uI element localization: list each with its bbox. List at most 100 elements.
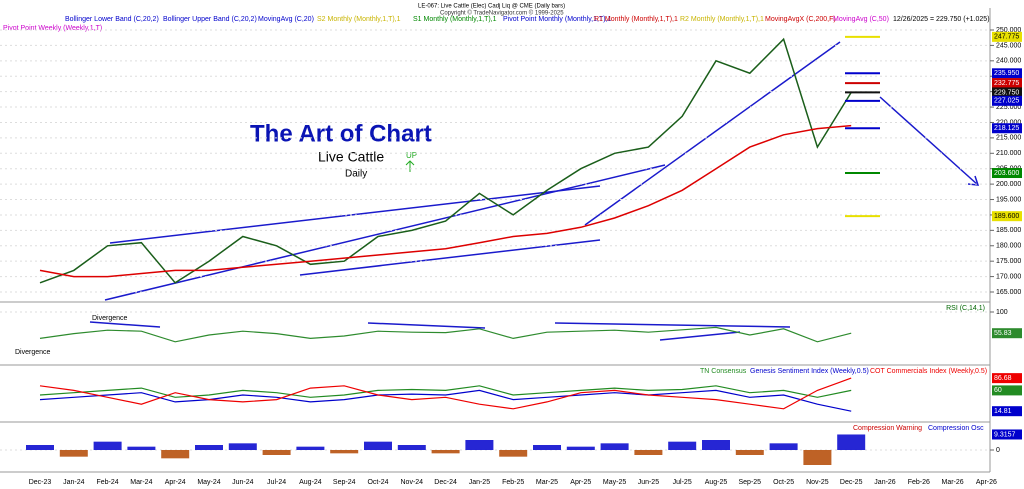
level-label: 227.025 bbox=[994, 98, 1019, 105]
legend-entry: R2 Monthly (Monthly,1,T),1 bbox=[680, 16, 764, 23]
bar bbox=[431, 450, 460, 454]
value-box-label: 14.81 bbox=[994, 408, 1012, 415]
bar bbox=[566, 446, 595, 450]
x-tick-label: Sep-24 bbox=[333, 479, 356, 486]
x-tick-label: Nov-24 bbox=[401, 479, 424, 486]
timeframe: Daily bbox=[345, 169, 367, 180]
x-tick-label: May-24 bbox=[197, 479, 220, 486]
bar bbox=[59, 450, 88, 457]
value-box-label: 55.83 bbox=[994, 330, 1012, 337]
series-line bbox=[39, 389, 852, 412]
bar bbox=[668, 441, 697, 450]
bar bbox=[837, 434, 866, 450]
value-box bbox=[992, 406, 1022, 417]
y-tick-label: 250.000 bbox=[996, 27, 1021, 34]
series-line bbox=[39, 377, 852, 410]
level-box bbox=[992, 78, 1022, 89]
value-box-label: 60 bbox=[994, 387, 1002, 394]
y-tick-label: 175.000 bbox=[996, 258, 1021, 265]
legend-entry: S2 Monthly (Monthly,1,T),1 bbox=[317, 16, 401, 23]
bar bbox=[330, 450, 359, 454]
legend-entry: MovingAvgX (C,200,F) bbox=[765, 16, 836, 23]
bar bbox=[364, 441, 392, 450]
panel-title: RSI (C,14,1) bbox=[946, 305, 985, 312]
y-tick-label: 195.000 bbox=[996, 196, 1021, 203]
series-line bbox=[39, 124, 852, 278]
y-tick-label: 220.000 bbox=[996, 119, 1021, 126]
x-tick-label: Mar-25 bbox=[536, 479, 558, 486]
x-tick-label: Feb-26 bbox=[908, 479, 930, 486]
x-tick-label: Apr-25 bbox=[570, 479, 591, 486]
x-tick-label: Oct-25 bbox=[773, 479, 794, 486]
y-tick-label: 210.000 bbox=[996, 150, 1021, 157]
y-tick-label: 165.000 bbox=[996, 289, 1021, 296]
series-line bbox=[39, 385, 852, 398]
level-box bbox=[992, 211, 1022, 222]
bar bbox=[735, 450, 764, 455]
watermark-subtitle: Live Cattle bbox=[318, 149, 384, 165]
bar bbox=[161, 450, 190, 459]
bar bbox=[397, 445, 426, 450]
x-tick-label: Mar-24 bbox=[130, 479, 152, 486]
level-label: 235.950 bbox=[994, 70, 1019, 77]
x-tick-label: Sep-25 bbox=[739, 479, 762, 486]
x-tick-label: Feb-24 bbox=[97, 479, 119, 486]
x-tick-label: Mar-26 bbox=[942, 479, 964, 486]
pivot-label: Pivot Point Weekly (Weekly,1,T) bbox=[3, 25, 102, 32]
level-label: 229.750 bbox=[994, 89, 1019, 96]
y-tick-label: 215.000 bbox=[996, 135, 1021, 142]
value-box bbox=[992, 328, 1022, 339]
bar bbox=[93, 441, 122, 450]
level-label: 247.775 bbox=[994, 34, 1019, 41]
divergence-label: Divergence bbox=[15, 349, 51, 356]
x-tick-label: Nov-25 bbox=[806, 479, 829, 486]
bar bbox=[600, 443, 629, 450]
value-box-label: 86.68 bbox=[994, 375, 1012, 382]
divergence-label: Divergence bbox=[92, 315, 128, 322]
bar bbox=[296, 446, 325, 450]
legend-entry: S1 Monthly (Monthly,1,T),1 bbox=[413, 16, 497, 23]
legend-entry: TN Consensus bbox=[700, 368, 747, 375]
x-tick-label: Jan-24 bbox=[63, 479, 85, 486]
legend-entry: R1 Monthly (Monthly,1,T),1 bbox=[594, 16, 678, 23]
last-price: 12/26/2025 = 229.750 (+1.025) bbox=[893, 16, 990, 23]
legend-entry: MovingAvg (C,20) bbox=[258, 16, 314, 23]
x-tick-label: Jun-24 bbox=[232, 479, 254, 486]
x-tick-label: Aug-25 bbox=[705, 479, 728, 486]
value-box bbox=[992, 429, 1022, 440]
x-tick-label: Dec-24 bbox=[434, 479, 457, 486]
legend-entry: Bollinger Upper Band (C,20,2) bbox=[163, 16, 257, 23]
value-box-label: 9.3157 bbox=[994, 431, 1016, 438]
x-tick-label: Aug-24 bbox=[299, 479, 322, 486]
legend-entry: COT Commercials Index (Weekly,0.5) bbox=[870, 368, 987, 375]
bar bbox=[228, 443, 257, 450]
bar bbox=[803, 450, 832, 465]
copyright: Copyright © TradeNavigator.com © 1999-20… bbox=[440, 10, 564, 17]
x-tick-label: Apr-26 bbox=[976, 479, 997, 486]
y-tick-label: 100 bbox=[996, 309, 1008, 316]
y-tick-label: 180.000 bbox=[996, 243, 1021, 250]
bar bbox=[26, 445, 54, 450]
bar bbox=[127, 446, 156, 450]
level-box bbox=[992, 87, 1022, 98]
x-tick-label: Apr-24 bbox=[165, 479, 186, 486]
bar bbox=[634, 450, 663, 455]
x-tick-label: Jul-24 bbox=[267, 479, 286, 486]
legend-entry: Compression Osc bbox=[928, 425, 984, 432]
level-box bbox=[992, 123, 1022, 134]
bar bbox=[702, 440, 730, 450]
series-line bbox=[39, 37, 852, 284]
panel-borders bbox=[0, 8, 991, 473]
legend-entry: Pivot Point Monthly (Monthly,1,T),1 bbox=[503, 16, 612, 23]
level-label: 218.125 bbox=[994, 125, 1019, 132]
level-label: 203.600 bbox=[994, 170, 1019, 177]
y-tick-label: 225.000 bbox=[996, 104, 1021, 111]
bar bbox=[533, 445, 561, 450]
level-box bbox=[992, 95, 1022, 106]
x-tick-label: Jul-25 bbox=[673, 479, 692, 486]
bar bbox=[499, 450, 528, 457]
x-tick-label: Jan-26 bbox=[874, 479, 896, 486]
series-line bbox=[39, 326, 852, 343]
